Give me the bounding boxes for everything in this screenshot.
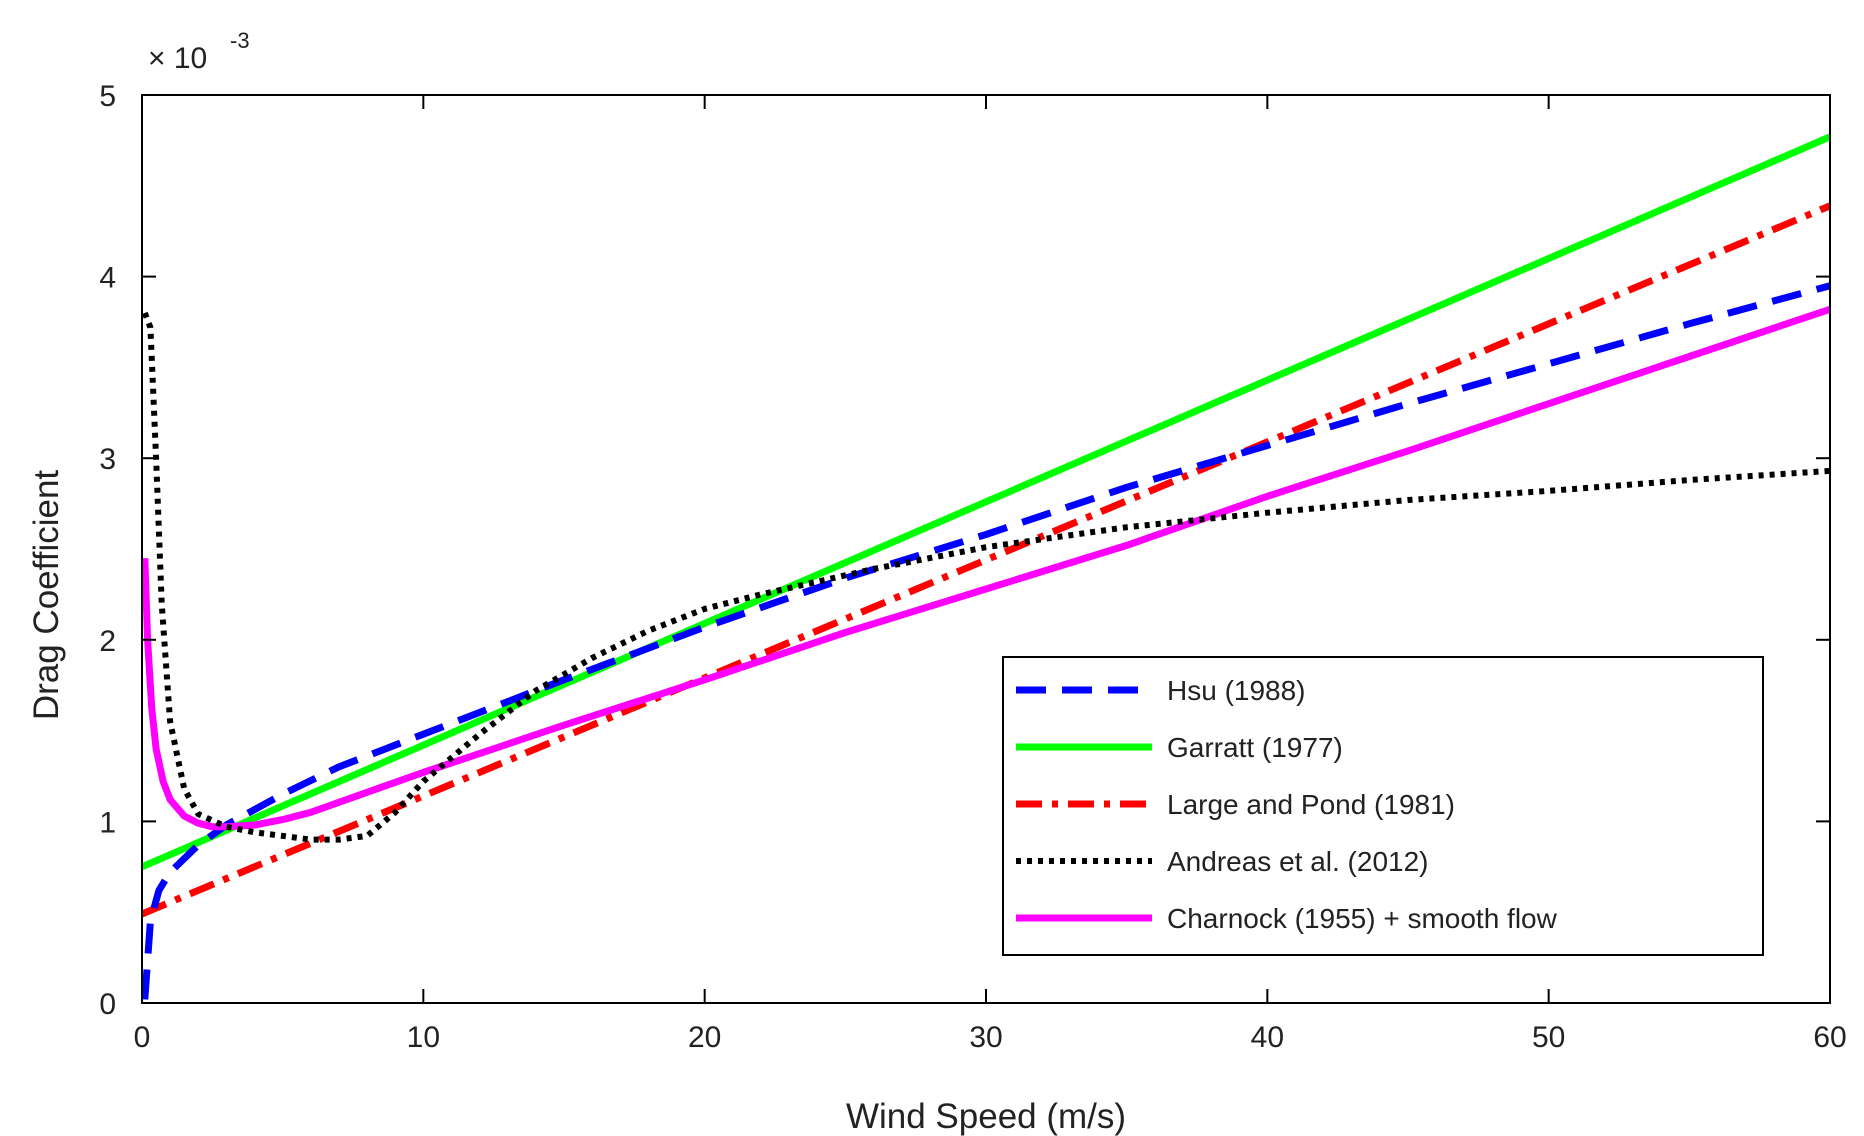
x-tick-label: 50: [1532, 1021, 1565, 1054]
legend-label: Andreas et al. (2012): [1167, 846, 1429, 877]
y-tick-label: 4: [99, 262, 116, 295]
y-tick-label: 2: [99, 625, 116, 658]
y-tick-label: 1: [99, 806, 116, 839]
series-line-garratt-1977: [142, 133, 1830, 871]
y-exponent-text: -3: [230, 28, 250, 53]
x-tick-label: 10: [407, 1021, 440, 1054]
x-tick-label: 40: [1251, 1021, 1284, 1054]
y-tick-label: 3: [99, 443, 116, 476]
y-tick-label: 5: [99, 80, 116, 113]
x-tick-label: 20: [688, 1021, 721, 1054]
y-tick-label: 0: [99, 988, 116, 1021]
y-axis-title: Drag Coefficient: [27, 470, 66, 721]
series-layer: [142, 133, 1830, 1000]
legend-label: Garratt (1977): [1167, 732, 1343, 763]
x-axis-title: Wind Speed (m/s): [846, 1097, 1126, 1136]
x-tick-label: 60: [1813, 1021, 1846, 1054]
y-multiplier-text: × 10: [148, 42, 207, 75]
x-tick-label: 0: [134, 1021, 151, 1054]
legend-label: Hsu (1988): [1167, 675, 1306, 706]
series-line-hsu-1988: [142, 282, 1830, 1000]
series-line-charnock-1955-smooth-flow: [142, 305, 1830, 831]
series-line-large-and-pond-1981: [142, 202, 1830, 918]
ticks-layer: 0 10 20 30 40 50 60 0 1 2 3 4 5: [99, 80, 1846, 1054]
series-line-andreas-et-al-2012: [142, 311, 1830, 843]
legend: Hsu (1988) Garratt (1977) Large and Pond (…: [1002, 656, 1764, 956]
x-tick-label: 30: [969, 1021, 1002, 1054]
legend-label: Charnock (1955) + smooth flow: [1167, 903, 1558, 934]
legend-label: Large and Pond (1981): [1167, 789, 1455, 820]
y-multiplier-label: × 10 -3: [148, 28, 250, 75]
